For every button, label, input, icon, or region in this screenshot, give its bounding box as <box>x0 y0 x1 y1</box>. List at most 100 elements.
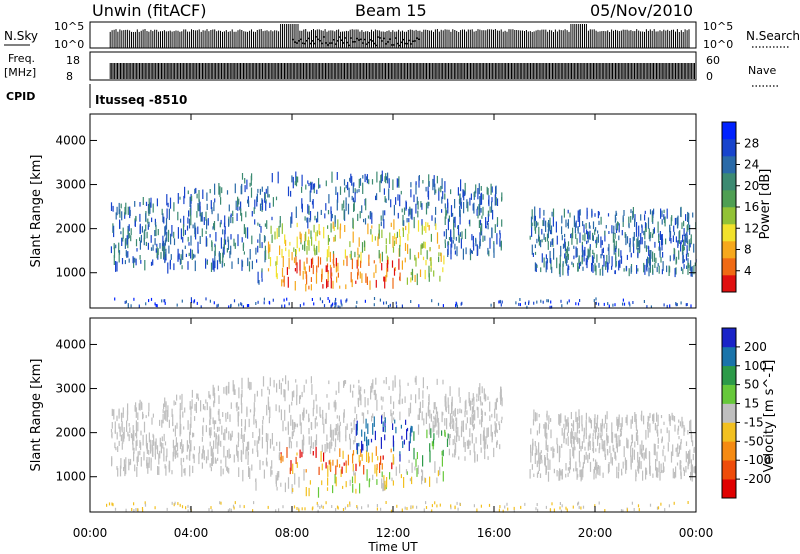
range-gate-cell <box>311 507 313 511</box>
range-gate-cell <box>154 302 156 306</box>
range-gate-cell <box>356 443 358 450</box>
range-gate-cell <box>114 442 116 449</box>
range-gate-cell <box>289 467 291 475</box>
range-gate-cell <box>304 241 306 252</box>
range-gate-cell <box>634 412 636 422</box>
range-gate-cell <box>140 457 142 467</box>
range-gate-cell <box>476 208 478 216</box>
range-gate-cell <box>491 435 493 443</box>
range-gate-cell <box>209 429 211 439</box>
range-gate-cell <box>496 397 498 403</box>
range-gate-cell <box>352 197 354 203</box>
range-gate-cell <box>579 209 581 216</box>
range-gate-cell <box>327 477 329 486</box>
range-gate-cell <box>203 450 205 461</box>
range-gate-cell <box>189 465 191 477</box>
range-gate-cell <box>579 232 581 243</box>
range-gate-cell <box>572 431 574 439</box>
range-gate-cell <box>415 257 417 267</box>
range-gate-cell <box>587 442 589 451</box>
range-gate-cell <box>545 505 547 509</box>
range-gate-cell <box>213 202 215 212</box>
range-gate-cell <box>295 379 297 383</box>
range-gate-cell <box>661 239 663 251</box>
range-gate-cell <box>672 235 674 242</box>
range-gate-cell <box>359 178 362 186</box>
range-gate-cell <box>452 418 454 423</box>
range-gate-cell <box>546 410 548 421</box>
range-gate-cell <box>319 184 321 188</box>
range-gate-cell <box>323 423 325 434</box>
range-gate-cell <box>194 222 196 235</box>
range-gate-cell <box>312 199 314 209</box>
range-gate-cell <box>432 443 434 450</box>
range-gate-cell <box>356 189 358 194</box>
range-gate-cell <box>308 413 310 423</box>
range-gate-cell <box>628 216 630 227</box>
range-gate-cell <box>626 437 628 448</box>
range-gate-cell <box>450 230 452 242</box>
range-gate-cell <box>447 202 449 214</box>
range-gate-cell <box>540 454 543 461</box>
range-gate-cell <box>608 231 610 234</box>
range-gate-cell <box>345 465 347 473</box>
range-gate-cell <box>340 301 342 305</box>
range-gate-cell <box>620 250 622 258</box>
range-gate-cell <box>180 457 182 466</box>
range-gate-cell <box>603 423 605 429</box>
range-gate-cell <box>661 234 663 240</box>
range-gate-cell <box>134 405 136 412</box>
range-gate-cell <box>581 255 583 265</box>
range-gate-cell <box>636 265 638 274</box>
range-gate-cell <box>326 249 328 259</box>
range-gate-cell <box>597 234 599 243</box>
range-gate-cell <box>577 210 579 222</box>
range-gate-cell <box>452 439 454 446</box>
x-axis: 00:00 04:00 08:00 12:00 16:00 20:00 00:00 <box>73 114 713 540</box>
range-gate-cell <box>567 472 569 477</box>
range-gate-cell <box>495 185 497 195</box>
range-gate-cell <box>248 441 250 450</box>
range-gate-cell <box>468 439 470 449</box>
range-gate-cell <box>430 413 432 422</box>
range-gate-cell <box>406 277 408 285</box>
range-gate-cell <box>143 421 146 433</box>
range-gate-cell <box>165 225 167 235</box>
range-gate-cell <box>468 392 470 404</box>
range-gate-cell <box>585 412 587 420</box>
range-gate-cell <box>410 272 412 276</box>
range-gate-cell <box>532 419 535 426</box>
range-gate-cell <box>332 429 334 442</box>
range-gate-cell <box>583 224 585 233</box>
range-gate-cell <box>284 234 286 244</box>
range-gate-cell <box>188 252 190 257</box>
range-gate-cell <box>339 448 341 457</box>
range-gate-cell <box>659 247 661 255</box>
range-gate-cell <box>678 250 680 260</box>
range-gate-cell <box>457 507 459 511</box>
range-gate-cell <box>391 260 394 268</box>
range-gate-cell <box>564 258 567 264</box>
power-scatter <box>110 170 697 309</box>
range-gate-cell <box>534 453 536 464</box>
range-gate-cell <box>607 450 609 456</box>
range-gate-cell <box>682 268 684 275</box>
range-gate-cell <box>432 178 434 191</box>
range-gate-cell <box>176 394 178 401</box>
range-gate-cell <box>135 215 137 222</box>
range-gate-cell <box>184 186 186 199</box>
range-gate-cell <box>649 423 651 433</box>
range-gate-cell <box>309 211 312 221</box>
range-gate-cell <box>548 415 550 425</box>
range-gate-cell <box>181 439 183 447</box>
range-gate-cell <box>479 232 481 242</box>
range-gate-cell <box>494 421 496 426</box>
range-gate-cell <box>694 465 696 474</box>
range-gate-cell <box>293 422 295 433</box>
range-gate-cell <box>666 427 668 434</box>
range-gate-cell <box>643 415 645 425</box>
range-gate-cell <box>167 230 170 242</box>
range-gate-cell <box>488 213 490 217</box>
range-gate-cell <box>327 210 330 215</box>
range-gate-cell <box>116 261 118 272</box>
